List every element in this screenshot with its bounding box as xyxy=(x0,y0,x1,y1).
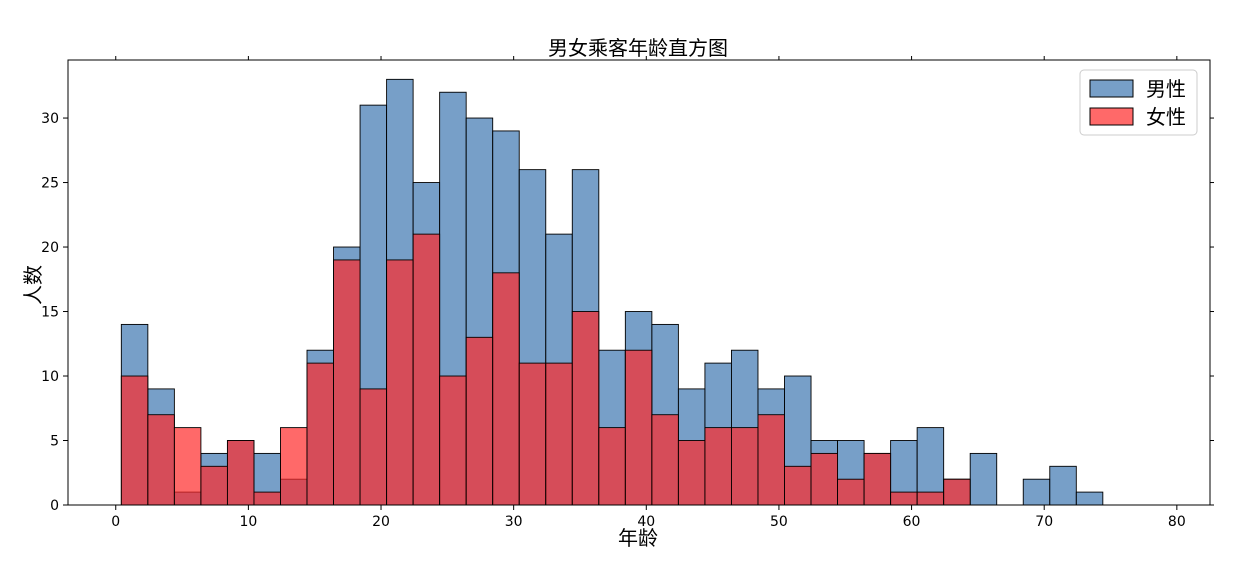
y-tick-label-6: 30 xyxy=(41,111,59,127)
male-bar-32 xyxy=(969,452,998,506)
x-tick-label-8: 80 xyxy=(1168,514,1186,530)
legend-swatch-female xyxy=(1089,107,1134,126)
female-bar-11 xyxy=(412,233,441,506)
bars-group xyxy=(120,78,1104,506)
x-tick-label-6: 60 xyxy=(903,514,921,530)
legend: 男性 女性 xyxy=(1079,69,1198,136)
y-axis-title: 人数 xyxy=(21,265,45,305)
female-bar-28 xyxy=(863,452,892,506)
female-bar-29 xyxy=(890,491,918,506)
female-bar-30 xyxy=(916,491,945,506)
female-bar-13 xyxy=(465,336,494,506)
x-tick-label-3: 30 xyxy=(505,514,523,530)
female-bar-8 xyxy=(333,259,361,506)
y-tick-label-0: 0 xyxy=(50,498,59,514)
female-bar-19 xyxy=(624,349,653,506)
x-axis-ticks: 0 10 20 30 40 50 60 70 80 xyxy=(111,56,1186,530)
x-axis-title: 年龄 xyxy=(618,526,658,550)
female-bar-16 xyxy=(545,362,573,506)
female-bar-0 xyxy=(120,375,149,506)
legend-label-female: 女性 xyxy=(1146,105,1186,129)
female-bar-10 xyxy=(386,259,414,506)
y-tick-label-3: 15 xyxy=(41,305,59,321)
chart-title: 男女乘客年龄直方图 xyxy=(548,36,728,60)
y-tick-label-2: 10 xyxy=(41,369,59,385)
male-bar-36 xyxy=(1075,491,1104,506)
female-bar-15 xyxy=(518,362,547,506)
female-bar-5 xyxy=(253,491,281,506)
female-bar-2 xyxy=(173,427,202,506)
x-tick-label-0: 0 xyxy=(111,514,120,530)
legend-label-male: 男性 xyxy=(1146,77,1186,101)
female-bar-3 xyxy=(200,465,228,506)
female-bar-17 xyxy=(571,311,600,506)
female-bar-20 xyxy=(651,414,679,506)
female-bar-25 xyxy=(784,465,812,506)
female-bar-23 xyxy=(730,427,759,506)
female-bar-7 xyxy=(306,362,334,506)
legend-swatch-male xyxy=(1089,79,1134,98)
y-tick-label-4: 20 xyxy=(41,240,59,256)
female-bar-14 xyxy=(492,272,520,506)
female-bar-18 xyxy=(598,427,626,506)
female-bar-27 xyxy=(837,478,865,506)
x-tick-label-4: 40 xyxy=(637,514,655,530)
female-bar-24 xyxy=(757,414,785,506)
y-tick-label-5: 25 xyxy=(41,176,59,192)
x-tick-label-1: 10 xyxy=(239,514,257,530)
x-tick-label-7: 70 xyxy=(1035,514,1053,530)
female-bar-12 xyxy=(439,375,467,506)
female-bar-31 xyxy=(943,478,971,506)
x-tick-label-2: 20 xyxy=(372,514,390,530)
male-bar-34 xyxy=(1022,478,1051,506)
female-bar-1 xyxy=(147,414,175,506)
female-bar-21 xyxy=(677,440,706,506)
y-tick-label-1: 5 xyxy=(50,434,59,450)
female-bar-4 xyxy=(226,440,255,506)
female-bar-26 xyxy=(810,452,839,506)
female-bar-22 xyxy=(704,427,732,506)
female-bar-6 xyxy=(280,427,308,506)
plot-frame xyxy=(67,59,1211,506)
y-axis-ticks: 0 5 10 15 20 25 30 xyxy=(41,111,1214,514)
male-bar-35 xyxy=(1049,465,1077,506)
female-bar-9 xyxy=(359,388,388,506)
x-tick-label-5: 50 xyxy=(770,514,788,530)
